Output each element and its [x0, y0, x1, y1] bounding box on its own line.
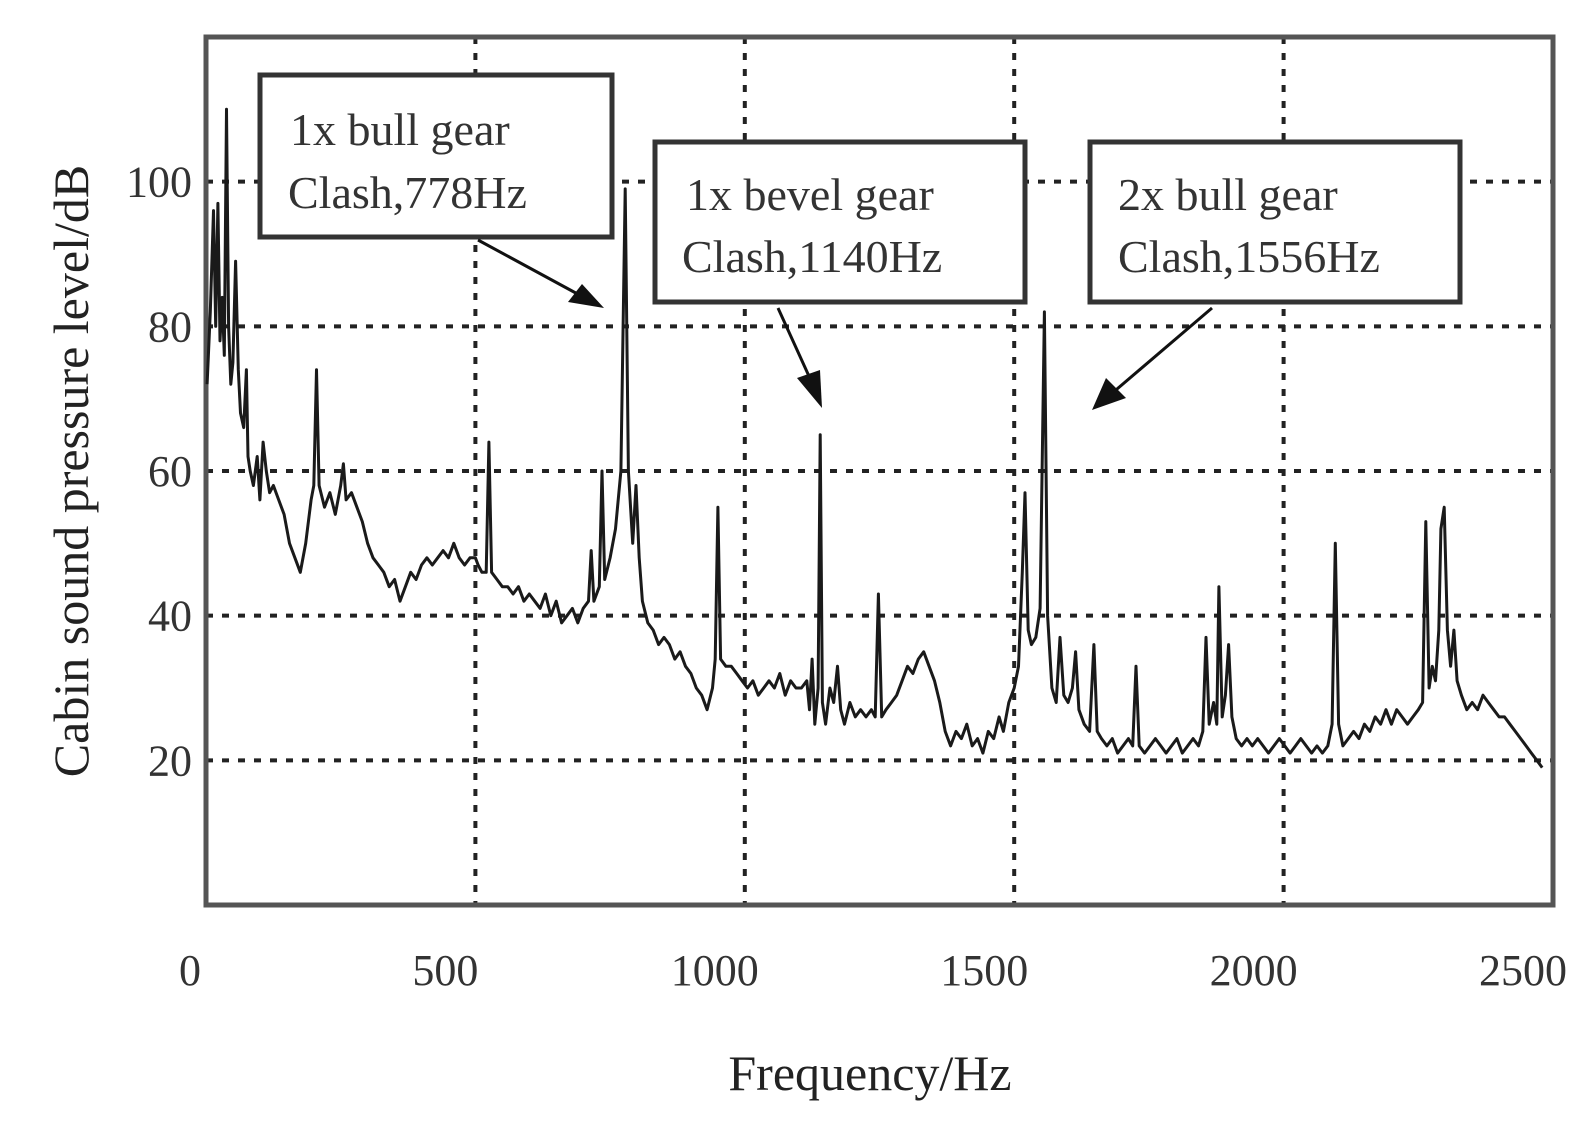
x-tick-label: 1000 — [671, 946, 759, 995]
annotation-line2: Clash,1556Hz — [1118, 231, 1380, 282]
x-tick-label: 0 — [179, 946, 201, 995]
annotation-1x-bevel-gear: 1x bevel gear Clash,1140Hz — [652, 139, 1028, 408]
plot-area-frame — [203, 34, 1556, 908]
y-tick-label: 80 — [148, 302, 192, 351]
spectrum-line — [205, 107, 1544, 769]
annotation-line2: Clash,1140Hz — [682, 231, 942, 282]
annotation-2x-bull-gear: 2x bull gear Clash,1556Hz — [1087, 139, 1463, 410]
arrow-head-icon — [1092, 378, 1126, 410]
annotation-line1: 2x bull gear — [1118, 169, 1338, 220]
x-axis-label: Frequency/Hz — [728, 1045, 1011, 1101]
x-tick-label: 2500 — [1479, 946, 1567, 995]
arrow-shaft — [776, 307, 815, 386]
annotation-box — [652, 139, 1028, 305]
annotation-line2: Clash,778Hz — [288, 167, 527, 218]
arrow-shaft — [477, 238, 586, 300]
x-tick-label: 500 — [412, 946, 478, 995]
annotation-line1: 1x bevel gear — [686, 169, 934, 220]
annotation-line1: 1x bull gear — [290, 104, 510, 155]
y-tick-label: 40 — [148, 592, 192, 641]
x-tick-label: 2000 — [1210, 946, 1298, 995]
arrow-head-icon — [797, 370, 822, 408]
y-tick-label: 60 — [148, 447, 192, 496]
annotation-1x-bull-gear: 1x bull gear Clash,778Hz — [257, 72, 615, 308]
y-tick-label: 100 — [126, 158, 192, 207]
x-tick-label: 1500 — [940, 946, 1028, 995]
annotation-box — [257, 72, 615, 240]
y-axis-ticks: 20 40 60 80 100 — [126, 158, 192, 786]
y-tick-label: 20 — [148, 736, 192, 785]
x-axis-ticks: 0 500 1000 1500 2000 2500 — [179, 946, 1567, 995]
y-axis-label: Cabin sound pressure level/dB — [43, 165, 99, 777]
arrow-shaft — [1109, 306, 1213, 397]
arrow-head-icon — [568, 284, 604, 308]
annotation-box — [1087, 139, 1463, 305]
